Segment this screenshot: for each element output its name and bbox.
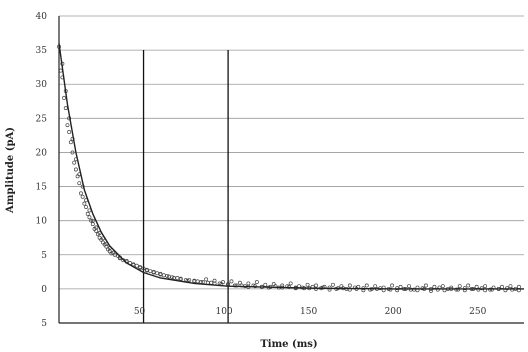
data-point <box>320 285 325 290</box>
data-point <box>62 95 67 100</box>
y-tick-label: 5 <box>41 319 47 329</box>
y-tick-label: 30 <box>36 80 48 90</box>
y-tick-label: 15 <box>36 183 48 193</box>
data-point <box>90 218 95 223</box>
x-tick-labels: 50 100 150 200 250 <box>134 307 487 317</box>
y-tick-label: 35 <box>36 46 48 56</box>
data-point <box>67 130 72 134</box>
data-point <box>70 150 75 155</box>
data-point <box>212 278 217 283</box>
y-tick-label: 20 <box>36 148 48 158</box>
data-point <box>232 283 237 288</box>
data-point <box>364 283 369 288</box>
plot-background <box>59 16 524 323</box>
data-point <box>347 283 352 288</box>
vertical-markers <box>142 50 229 323</box>
x-tick-label: 100 <box>215 307 232 317</box>
data-point <box>87 215 92 220</box>
y-tick-label: 5 <box>41 251 47 261</box>
data-point <box>483 284 488 289</box>
data-point <box>390 283 395 288</box>
data-point <box>423 283 428 288</box>
data-point <box>68 140 73 145</box>
data-point <box>84 205 89 209</box>
data-point <box>85 211 90 216</box>
x-tick-label: 50 <box>134 307 146 317</box>
data-point <box>138 265 143 270</box>
y-tick-label: 40 <box>36 12 48 22</box>
data-point <box>77 181 82 186</box>
data-point <box>165 273 170 278</box>
x-tick-label: 200 <box>385 307 402 317</box>
data-point <box>80 194 85 199</box>
y-tick-label: 0 <box>41 285 47 295</box>
data-point <box>287 284 291 289</box>
data-point <box>63 106 68 111</box>
data-point <box>237 280 242 285</box>
data-point <box>373 284 378 289</box>
data-point <box>229 279 234 284</box>
data-point <box>73 167 78 172</box>
x-tick-label: 250 <box>469 307 486 317</box>
data-point <box>330 282 335 287</box>
y-tick-label: 10 <box>36 217 48 227</box>
data-point <box>407 284 411 289</box>
y-tick-label: 25 <box>36 114 48 124</box>
x-axis-title: Time (ms) <box>260 339 317 350</box>
data-point <box>65 123 70 128</box>
y-axis-title: Amplitude (pA) <box>5 127 16 214</box>
data-point <box>111 250 116 255</box>
grid <box>59 15 524 290</box>
data-point <box>440 284 445 289</box>
data-point <box>508 284 513 289</box>
data-point <box>388 287 393 292</box>
data-point <box>305 282 310 287</box>
data-point <box>254 280 259 285</box>
data-point <box>82 201 87 206</box>
data-point <box>94 225 99 230</box>
data-point <box>151 270 156 275</box>
data-point <box>144 268 149 273</box>
data-point <box>288 281 293 286</box>
data-point <box>89 218 94 223</box>
fit-curve <box>58 43 524 290</box>
data-point <box>204 277 209 282</box>
y-tick-labels: 40 35 30 25 20 15 10 5 0 5 <box>36 12 48 329</box>
data-point <box>158 272 163 277</box>
data-points <box>57 44 521 293</box>
data-point <box>79 191 83 196</box>
data-point <box>368 287 373 292</box>
data-point <box>72 160 77 165</box>
data-point <box>457 284 462 289</box>
data-point <box>466 283 471 288</box>
data-point <box>327 285 332 290</box>
x-tick-label: 150 <box>300 307 317 317</box>
